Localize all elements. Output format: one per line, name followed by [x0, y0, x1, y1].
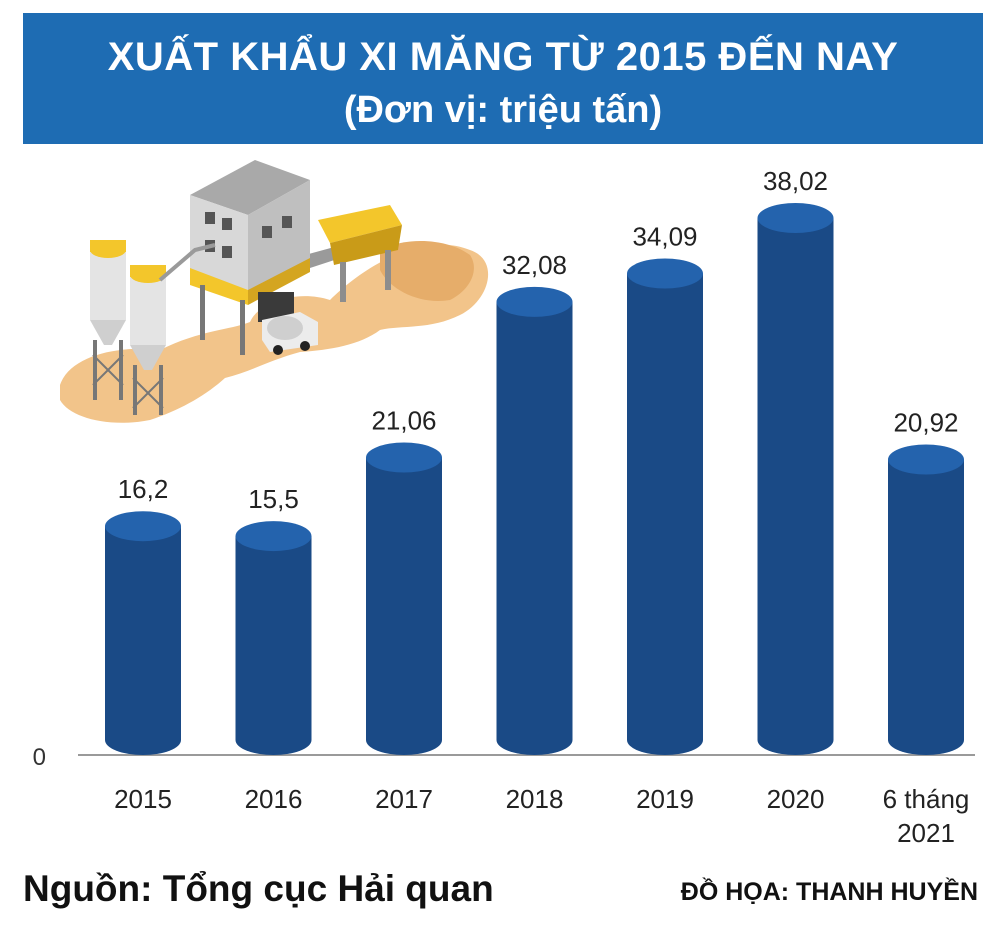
- chart-header: XUẤT KHẨU XI MĂNG TỪ 2015 ĐẾN NAY (Đơn v…: [23, 13, 983, 144]
- chart-title: XUẤT KHẨU XI MĂNG TỪ 2015 ĐẾN NAY: [107, 35, 899, 79]
- y-tick-label: 0: [33, 744, 46, 771]
- category-label-3: 2018: [506, 784, 564, 814]
- category-label-1: 2016: [245, 784, 303, 814]
- value-label-4: 34,09: [632, 222, 697, 252]
- value-label-6: 20,92: [893, 408, 958, 438]
- bar-6: [888, 459, 964, 755]
- value-label-1: 15,5: [248, 484, 299, 514]
- bar-0: [105, 526, 181, 755]
- category-label-0: 2015: [114, 784, 172, 814]
- cement-plant-illustration-icon: [60, 160, 489, 423]
- category-label-5: 2020: [767, 784, 825, 814]
- category-label-6-line-0: 6 tháng: [883, 784, 970, 814]
- bar-1: [235, 536, 312, 756]
- bar-top-1: [235, 521, 312, 552]
- bar-3: [496, 301, 573, 756]
- value-label-0: 16,2: [118, 474, 169, 504]
- bar-top-4: [627, 258, 703, 289]
- graphics-credit: ĐỒ HỌA: THANH HUYỀN: [680, 878, 978, 906]
- value-label-5: 38,02: [763, 166, 828, 196]
- category-label-6-line-1: 2021: [897, 818, 955, 848]
- chart-subtitle: (Đơn vị: triệu tấn): [343, 89, 663, 131]
- bar-top-2: [366, 442, 442, 473]
- bar-top-3: [496, 286, 573, 317]
- bar-top-0: [105, 511, 181, 542]
- category-label-4: 2019: [636, 784, 694, 814]
- bar-5: [757, 218, 834, 756]
- value-label-2: 21,06: [371, 406, 436, 436]
- bar-top-5: [757, 203, 834, 233]
- source-note: Nguồn: Tổng cục Hải quan: [23, 868, 494, 909]
- bar-2: [366, 457, 442, 755]
- category-label-2: 2017: [375, 784, 433, 814]
- value-label-3: 32,08: [502, 250, 567, 280]
- bar-top-6: [888, 444, 964, 475]
- bar-4: [627, 273, 703, 755]
